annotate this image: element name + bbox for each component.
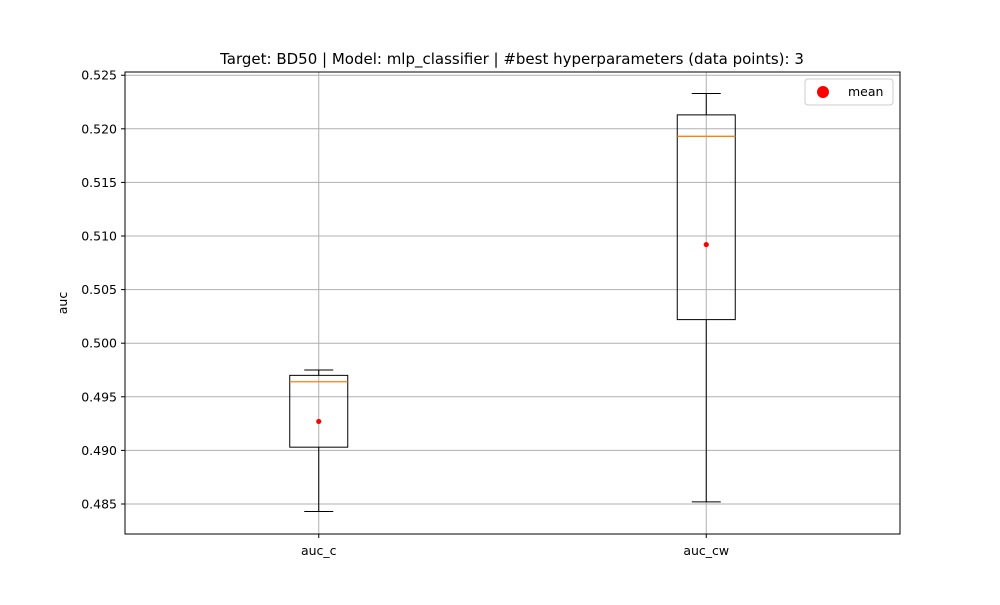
legend-frame <box>804 78 894 106</box>
box-layer <box>289 92 736 512</box>
y-tick-label: 0.515 <box>81 175 117 190</box>
plot-area-frame <box>124 71 901 535</box>
legend-mean-marker <box>817 86 829 98</box>
x-tick-label: auc_cw <box>683 543 729 558</box>
mean-marker <box>316 418 322 425</box>
y-tick-label: 0.525 <box>81 68 117 83</box>
box-iqr <box>289 374 349 448</box>
y-tick-label: 0.520 <box>81 121 117 136</box>
grid-layer <box>125 72 900 534</box>
legend-label-mean: mean <box>848 84 883 99</box>
y-tick-label: 0.495 <box>81 389 117 404</box>
y-tick-label: 0.490 <box>81 443 117 458</box>
x-tick-label: auc_c <box>301 543 337 558</box>
y-tick-label: 0.500 <box>81 336 117 351</box>
box-iqr <box>676 114 736 321</box>
y-axis-label: auc <box>55 292 70 315</box>
chart-title: Target: BD50 | Model: mlp_classifier | #… <box>219 50 804 69</box>
y-tick-label: 0.505 <box>81 282 117 297</box>
y-tick-label: 0.485 <box>81 496 117 511</box>
box-auc_cw <box>676 92 736 503</box>
legend: mean <box>804 78 894 106</box>
y-tick-label: 0.510 <box>81 229 117 244</box>
box-auc_c <box>289 369 349 512</box>
axis-layer: 0.485 0.490 0.495 0.500 0.505 0.510 0.515 0.520… <box>81 68 729 558</box>
mean-marker <box>703 241 709 248</box>
